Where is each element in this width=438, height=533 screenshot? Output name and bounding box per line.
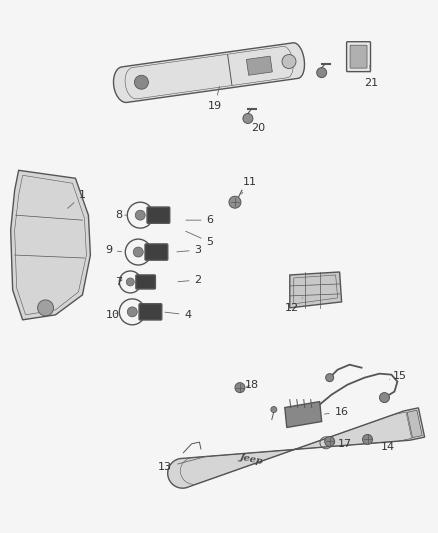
Text: 13: 13 — [158, 456, 207, 472]
Circle shape — [282, 54, 296, 69]
Circle shape — [243, 114, 253, 124]
Circle shape — [317, 68, 327, 78]
Polygon shape — [168, 408, 424, 488]
Circle shape — [134, 75, 148, 89]
Text: 2: 2 — [178, 275, 201, 285]
Text: 7: 7 — [115, 277, 122, 287]
Text: 8: 8 — [115, 210, 126, 220]
Circle shape — [38, 300, 53, 316]
FancyBboxPatch shape — [145, 244, 168, 260]
Text: 20: 20 — [251, 120, 265, 133]
Text: 21: 21 — [364, 66, 378, 87]
Text: 14: 14 — [374, 442, 395, 453]
Circle shape — [133, 247, 143, 257]
Text: 10: 10 — [106, 310, 119, 320]
Circle shape — [135, 210, 145, 220]
Circle shape — [363, 434, 372, 445]
Circle shape — [271, 407, 277, 413]
Text: 11: 11 — [241, 177, 257, 194]
Polygon shape — [113, 43, 304, 102]
Polygon shape — [247, 56, 272, 75]
Text: 5: 5 — [186, 231, 214, 247]
Polygon shape — [11, 171, 90, 320]
FancyBboxPatch shape — [147, 207, 170, 223]
Polygon shape — [290, 272, 342, 308]
Circle shape — [379, 393, 389, 402]
Text: 4: 4 — [165, 310, 192, 320]
Text: 12: 12 — [285, 298, 303, 313]
Circle shape — [326, 374, 334, 382]
Polygon shape — [285, 401, 321, 427]
Text: Jeep: Jeep — [238, 452, 264, 466]
Circle shape — [127, 307, 137, 317]
FancyBboxPatch shape — [136, 275, 155, 289]
Circle shape — [325, 437, 335, 447]
Text: 6: 6 — [186, 215, 214, 225]
Circle shape — [229, 196, 241, 208]
Text: 19: 19 — [208, 86, 222, 110]
Polygon shape — [407, 410, 422, 438]
Text: 17: 17 — [334, 439, 352, 449]
Text: 9: 9 — [105, 245, 122, 255]
Text: 3: 3 — [177, 245, 201, 255]
Circle shape — [235, 383, 245, 393]
FancyBboxPatch shape — [350, 45, 367, 68]
Text: 1: 1 — [67, 190, 86, 208]
Text: 16: 16 — [325, 407, 349, 416]
Circle shape — [126, 278, 134, 286]
Text: 15: 15 — [389, 370, 406, 381]
FancyBboxPatch shape — [346, 42, 371, 71]
Text: 18: 18 — [245, 379, 259, 390]
FancyBboxPatch shape — [139, 304, 162, 320]
